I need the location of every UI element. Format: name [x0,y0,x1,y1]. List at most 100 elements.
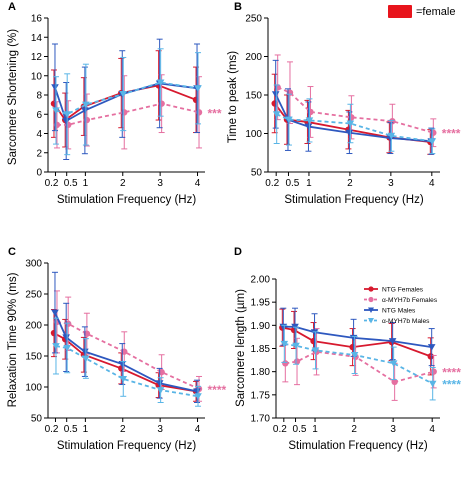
data-point [310,329,319,336]
x-tick-label: 2 [120,178,126,189]
data-point [156,79,165,87]
x-tick-label: 0.2 [45,424,59,435]
data-point [428,380,437,388]
data-point [388,338,397,345]
y-axis-label: Time to peak (ms) [227,51,239,143]
legend-marker [368,318,374,324]
series-myh_m [272,84,437,155]
series-line [274,93,432,143]
data-point [387,132,396,140]
data-point [119,375,128,383]
data-point [427,344,436,351]
x-tick-label: 1 [83,178,89,189]
panel-c: C 50 100 150 200 250 300 0.2 0.5 1 2 3 4 Stimulation … [7,246,227,452]
x-tick-label: 3 [390,424,396,435]
series-myh_f [282,328,437,401]
data-point [81,107,89,114]
legend: NTG Females α-MYH7b Females NTG Males α-MYH… [364,286,438,325]
panel-letter: B [234,1,242,13]
y-tick-label: 1.75 [251,390,271,401]
panel-letter: D [234,246,242,258]
data-point [427,353,434,360]
y-tick-label: 100 [25,383,42,394]
data-point [81,348,89,356]
series-myh_f [274,54,437,148]
y-tick-label: 16 [31,14,43,25]
y-tick-label: 1.90 [251,321,271,332]
y-tick-label: 8 [36,91,42,102]
y-axis-label: Sarcomere length (µm) [235,289,247,407]
x-tick-label: 3 [157,424,163,435]
data-point [51,84,59,91]
data-point [293,358,301,365]
series-line [55,81,199,116]
data-point [52,107,60,114]
x-tick-label: 4 [195,178,201,189]
x-tick-label: 0.2 [265,178,279,189]
data-point [51,309,59,317]
y-tick-label: 1.70 [251,414,271,425]
data-point [271,91,280,98]
y-tick-label: 50 [251,168,263,179]
data-point [62,334,70,341]
y-tick-label: 4 [36,129,42,140]
legend-marker [368,296,374,303]
x-tick-label: 0.5 [64,424,78,435]
data-point [63,111,71,118]
x-tick-label: 2 [120,424,126,435]
series-line [54,312,198,393]
x-tick-label: 2 [351,424,357,435]
x-axis-label: Stimulation Frequency (Hz) [57,440,196,452]
data-point [156,387,165,394]
data-point [193,388,201,395]
series-line [56,321,200,390]
data-point [346,120,355,128]
x-tick-label: 1 [306,178,312,189]
y-axis-label: Relaxation Time 90% (ms) [7,272,19,407]
data-point [194,85,202,92]
y-tick-label: 300 [25,259,42,270]
legend-label: NTG Males [382,308,416,315]
data-point [82,101,90,109]
x-tick-label: 1 [83,424,89,435]
series-ntg_m [271,59,436,155]
data-point [428,138,437,145]
x-tick-label: 2 [347,178,353,189]
female-color-swatch [388,5,412,18]
y-tick-label: 150 [25,352,42,363]
y-axis-label: Sarcomere Shortening (%) [7,29,19,165]
x-tick-label: 4 [429,178,435,189]
y-tick-label: 2.00 [251,275,271,286]
series-line [285,350,434,383]
data-point [194,393,202,400]
series-myh_m [52,48,202,156]
x-tick-label: 0.5 [285,178,299,189]
legend-marker [368,286,374,292]
legend-label: α-MYH7b Males [382,318,430,325]
legend-label: α-MYH7b Females [382,297,438,304]
data-point [118,361,127,368]
series-myh_m [52,317,202,407]
y-tick-label: 200 [245,52,262,63]
y-tick-label: 250 [245,14,262,25]
x-tick-label: 1 [312,424,318,435]
y-tick-label: 12 [31,52,43,63]
y-tick-label: 1.95 [251,298,271,309]
x-tick-label: 4 [195,424,201,435]
data-point [391,378,398,386]
data-point [282,360,289,367]
series-myh_m [280,324,437,401]
y-tick-label: 10 [31,71,43,82]
data-point [52,343,60,350]
data-point [63,344,71,352]
y-tick-label: 150 [245,91,262,102]
data-point [119,91,128,98]
legend-label: NTG Females [382,287,424,294]
data-point [155,380,164,387]
y-tick-label: 14 [31,33,43,44]
y-tick-label: 1.80 [251,367,271,378]
x-axis-label: Stimulation Frequency (Hz) [288,440,427,452]
data-point [272,111,281,118]
